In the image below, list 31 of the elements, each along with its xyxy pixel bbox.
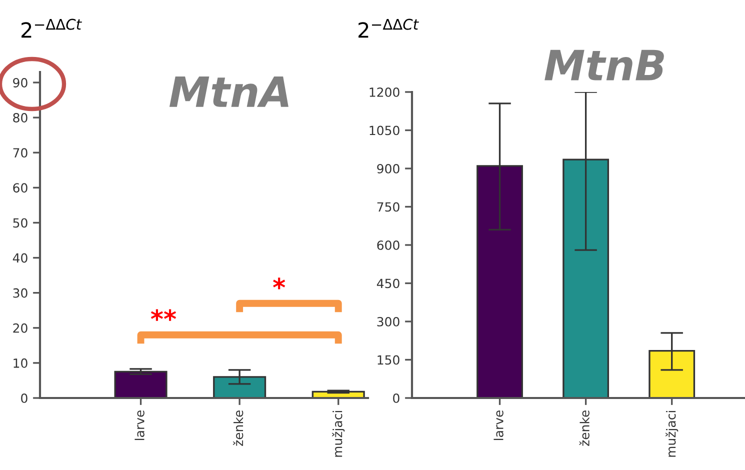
y-tick-label: 10 [14, 358, 28, 368]
y-tick-label: 0 [393, 393, 400, 403]
x-tick-label: mužjaci [332, 410, 345, 457]
y-axis-title: 2$^{−ΔΔCt}$ [22, 18, 82, 38]
y-tick-label: 90 [13, 78, 28, 88]
y-tick-label: 750 [377, 202, 400, 212]
y-tick-label: 20 [13, 323, 28, 333]
y-tick-label: 1050 [370, 126, 400, 136]
chart-title: MtnA [169, 76, 288, 107]
x-tick-label: ženke [579, 410, 590, 446]
x-tick-label: larve [494, 410, 504, 440]
annotation: ** [150, 309, 176, 321]
y-tick-label: 60 [13, 183, 28, 193]
y-axis-title: 2$^{−ΔΔCt}$ [358, 18, 419, 38]
chart-title: MtnB [544, 50, 664, 80]
y-tick-label: 450 [376, 278, 400, 288]
y-tick-label: 30 [13, 288, 28, 298]
y-tick-label: 50 [13, 218, 28, 228]
y-tick-label: 80 [13, 113, 28, 122]
x-tick-label: mužjaci [666, 410, 678, 457]
y-tick-label: 150 [378, 355, 400, 365]
annotation: * [273, 278, 286, 290]
y-tick-label: 40 [12, 253, 28, 263]
x-tick-label: larve [134, 410, 144, 440]
y-tick-label: 900 [377, 164, 400, 174]
x-tick-label: ženke [233, 410, 244, 446]
y-tick-label: 600 [377, 240, 400, 250]
y-tick-label: 300 [377, 316, 400, 326]
y-tick-label: 70 [13, 148, 28, 158]
y-tick-label: 0 [21, 393, 28, 403]
y-tick-label: 1200 [370, 87, 400, 97]
